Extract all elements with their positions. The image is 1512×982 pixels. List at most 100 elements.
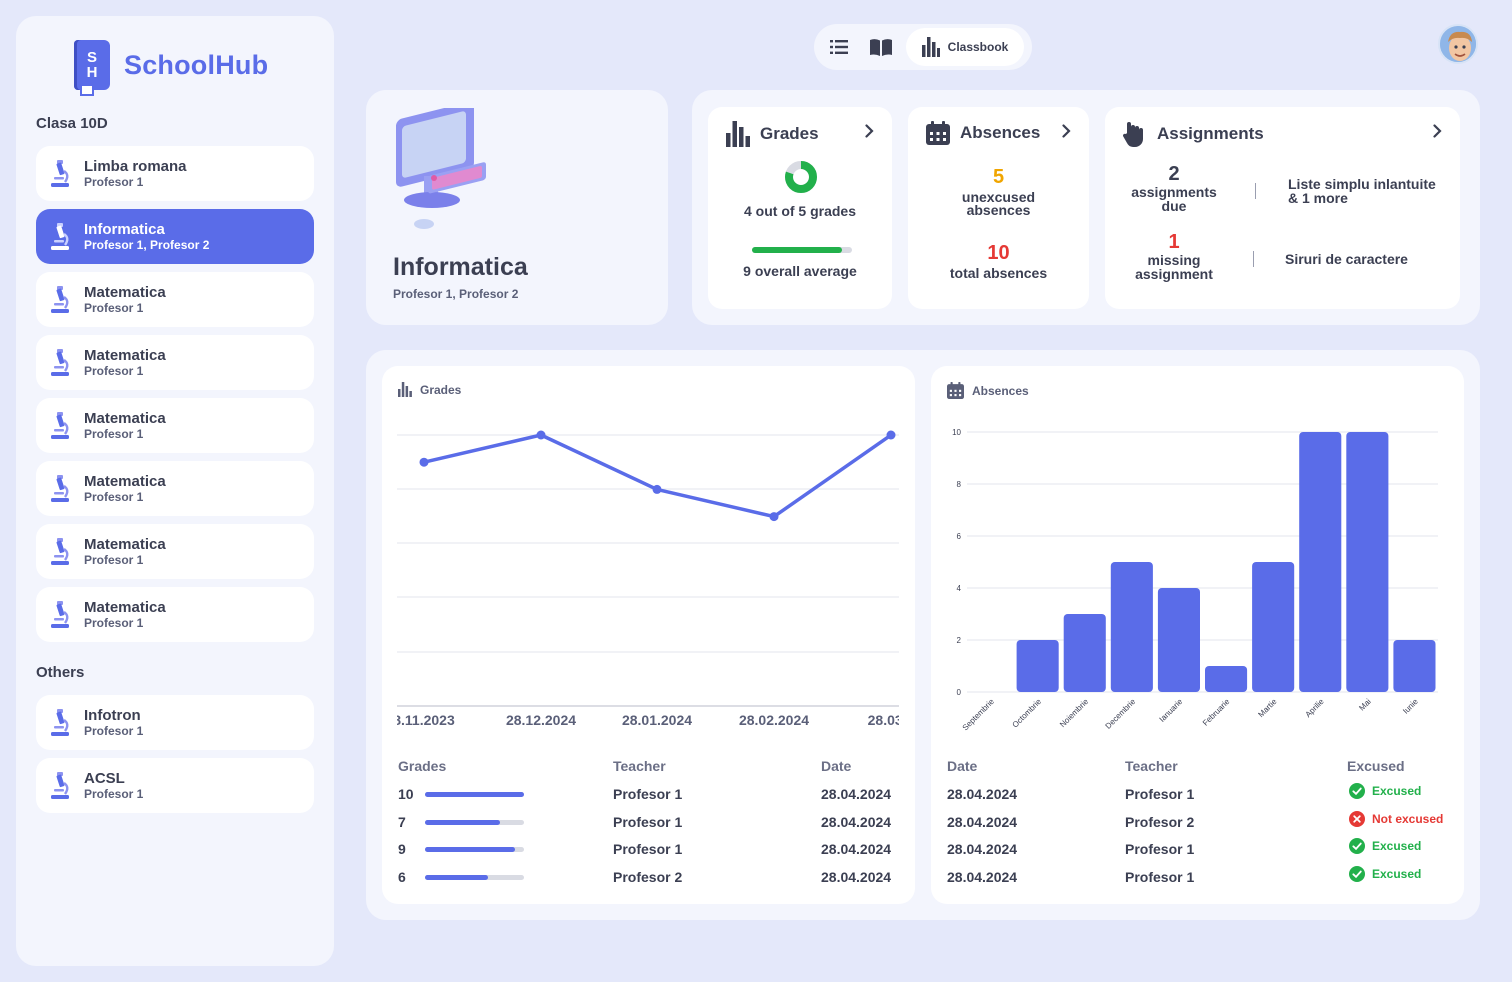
course-item[interactable]: Infotron Profesor 1 xyxy=(36,695,314,750)
course-item[interactable]: Matematica Profesor 1 xyxy=(36,587,314,642)
table-header[interactable]: Teacher xyxy=(1125,758,1178,774)
x-tick-label: Ianuarie xyxy=(1158,697,1185,724)
absence-bar[interactable] xyxy=(1346,432,1389,692)
grade-point[interactable] xyxy=(419,457,429,467)
teacher-name: Profesor 2 xyxy=(1125,813,1195,830)
x-tick-label: Iunie xyxy=(1401,697,1420,716)
course-item[interactable]: Matematica Profesor 1 xyxy=(36,398,314,453)
absences-bar-chart: 0 2 4 6 8 10 Septembrie Octombrie Noiembrie Decem… xyxy=(952,428,1438,732)
missing-label-1: missing xyxy=(1147,252,1201,268)
excused-status: Excused xyxy=(1349,783,1421,799)
check-circle-icon xyxy=(1349,838,1365,855)
microscope-icon xyxy=(48,708,72,738)
table-header[interactable]: Date xyxy=(947,758,978,774)
microscope-icon xyxy=(48,411,72,441)
teacher-name: Profesor 1 xyxy=(1125,869,1195,886)
course-item[interactable]: Matematica Profesor 1 xyxy=(36,524,314,579)
divider xyxy=(1253,251,1254,267)
due-assignment-name[interactable]: Liste simplu inlantuite xyxy=(1288,176,1436,192)
course-name: ACSL xyxy=(84,770,125,787)
grade-point[interactable] xyxy=(769,512,779,522)
x-tick-label: Octombrie xyxy=(1011,697,1044,730)
logo-letter-h: H xyxy=(86,64,98,81)
table-header[interactable]: Date xyxy=(821,758,852,774)
course-item[interactable]: Limba romana Profesor 1 xyxy=(36,146,314,201)
microscope-icon xyxy=(51,159,69,187)
course-name: Matematica xyxy=(84,599,166,616)
absence-bar[interactable] xyxy=(1299,432,1342,692)
assignments-card-title: Assignments xyxy=(1157,124,1264,143)
microscope-icon xyxy=(48,771,72,801)
chevron-right-icon[interactable] xyxy=(1433,124,1442,138)
grade-point[interactable] xyxy=(536,430,546,440)
list-view-button[interactable] xyxy=(818,28,860,66)
absences-summary-card[interactable]: Absences 5 unexcused absences 10 total a… xyxy=(908,107,1089,309)
subject-card: Informatica Profesor 1, Profesor 2 xyxy=(366,90,668,325)
hand-pointer-icon xyxy=(1123,122,1143,147)
excused-label: Excused xyxy=(1372,784,1422,798)
others-title: Others xyxy=(36,664,85,681)
book-icon xyxy=(870,38,892,56)
course-teachers: Profesor 1 xyxy=(84,175,144,189)
missing-label-2: assignment xyxy=(1135,266,1213,282)
absence-date: 28.04.2024 xyxy=(947,813,1018,830)
grade-value: 7 xyxy=(398,813,406,830)
absence-bar[interactable] xyxy=(1157,588,1200,692)
teacher-name: Profesor 2 xyxy=(613,868,683,885)
grade-date: 28.04.2024 xyxy=(821,868,892,885)
grade-date: 28.04.2024 xyxy=(821,786,892,802)
excused-status: Not excused xyxy=(1349,810,1443,827)
microscope-icon xyxy=(51,708,69,736)
table-header[interactable]: Excused xyxy=(1347,758,1405,774)
course-teachers: Profesor 1 xyxy=(84,427,144,441)
course-name: Matematica xyxy=(84,536,166,553)
class-title: Clasa 10D xyxy=(36,115,108,132)
grade-bar xyxy=(425,819,524,825)
x-tick-label: Aprilie xyxy=(1304,697,1326,719)
course-teachers: Profesor 1 xyxy=(84,490,144,504)
course-teachers: Profesor 1 xyxy=(84,787,144,801)
missing-assignment-name[interactable]: Siruri de caractere xyxy=(1285,251,1408,267)
user-avatar[interactable] xyxy=(1438,24,1478,64)
assignments-summary-card[interactable]: Assignments 2 assignments due Liste simp… xyxy=(1105,107,1460,309)
grade-date: 28.04.2024 xyxy=(821,813,892,830)
absence-bar[interactable] xyxy=(1393,640,1436,692)
absence-bar[interactable] xyxy=(1205,666,1248,692)
course-teachers: Profesor 1 xyxy=(84,724,144,738)
y-tick-label: 4 xyxy=(957,584,962,593)
absence-bar[interactable] xyxy=(1016,640,1059,692)
absence-bar[interactable] xyxy=(1110,562,1153,692)
due-more-link[interactable]: & 1 more xyxy=(1288,190,1348,206)
microscope-icon xyxy=(51,348,69,376)
microscope-icon xyxy=(48,222,72,252)
grades-summary-card[interactable]: Grades 4 out of 5 grades 9 overall avera… xyxy=(708,107,892,309)
classbook-tab[interactable]: Classbook xyxy=(906,28,1024,66)
table-header[interactable]: Grades xyxy=(398,758,447,774)
course-item[interactable]: Matematica Profesor 1 xyxy=(36,461,314,516)
microscope-icon xyxy=(51,474,69,502)
course-item[interactable]: Matematica Profesor 1 xyxy=(36,272,314,327)
absence-bar[interactable] xyxy=(1063,614,1106,692)
course-item[interactable]: Matematica Profesor 1 xyxy=(36,335,314,390)
course-item[interactable]: ACSL Profesor 1 xyxy=(36,758,314,813)
course-teachers: Profesor 1 xyxy=(84,364,144,378)
x-tick-label: Februarie xyxy=(1201,697,1232,728)
course-item[interactable]: Informatica Profesor 1, Profesor 2 xyxy=(36,209,314,264)
grade-point[interactable] xyxy=(652,484,662,494)
absence-bar[interactable] xyxy=(1252,562,1295,692)
course-teachers: Profesor 1 xyxy=(84,616,144,630)
x-circle-icon xyxy=(1349,810,1365,827)
chevron-right-icon[interactable] xyxy=(865,124,874,138)
grade-point[interactable] xyxy=(886,430,896,440)
x-tick-label: 28.02.2024 xyxy=(739,712,809,728)
teacher-name: Profesor 1 xyxy=(613,841,683,857)
excused-label: Excused xyxy=(1372,839,1422,854)
course-name: Infotron xyxy=(84,707,141,724)
book-view-button[interactable] xyxy=(860,28,902,66)
microscope-icon xyxy=(48,600,72,630)
avatar-face-icon xyxy=(1440,26,1476,62)
table-header[interactable]: Teacher xyxy=(613,758,666,774)
app-logo[interactable]: S H SchoolHub xyxy=(74,40,268,96)
chevron-right-icon[interactable] xyxy=(1062,124,1071,138)
y-tick-label: 6 xyxy=(957,532,962,541)
